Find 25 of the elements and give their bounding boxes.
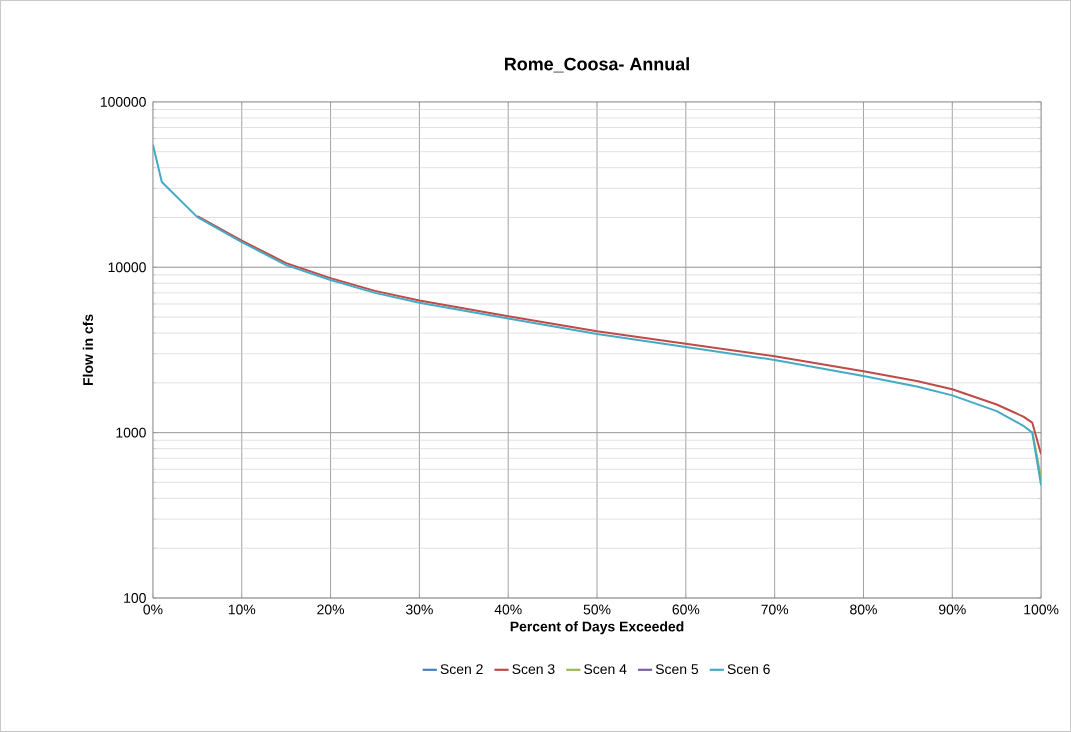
- legend-label: Scen 5: [655, 664, 699, 675]
- y-tick-label: 1000: [116, 427, 146, 438]
- x-tick-label: 70%: [761, 604, 789, 615]
- x-tick-label: 0%: [143, 604, 163, 615]
- legend-label: Scen 4: [584, 664, 627, 675]
- x-tick-label: 10%: [228, 604, 256, 615]
- x-tick-label: 50%: [583, 604, 611, 615]
- line-series: [196, 215, 1042, 456]
- x-tick-label: 30%: [405, 604, 433, 615]
- legend-label: Scen 2: [440, 664, 483, 675]
- y-tick-label: 100: [124, 593, 146, 603]
- legend-label: Scen 6: [727, 664, 770, 675]
- x-tick-label: 100%: [1024, 604, 1059, 615]
- y-tick-label: 100000: [100, 96, 146, 107]
- x-tick-label: 20%: [317, 604, 345, 615]
- x-tick-label: 90%: [938, 604, 966, 615]
- x-tick-label: 60%: [672, 604, 700, 615]
- y-axis-title: Flow in cfs: [82, 314, 94, 386]
- x-axis-title: Percent of Days Exceeded: [510, 621, 684, 635]
- chart-title: Rome_Coosa- Annual: [505, 57, 689, 73]
- x-tick-label: 80%: [850, 604, 877, 615]
- legend-label: Scen 3: [512, 664, 555, 675]
- y-tick-label: 10000: [108, 262, 146, 273]
- x-tick-label: 40%: [494, 604, 522, 615]
- line-series: [152, 143, 1042, 487]
